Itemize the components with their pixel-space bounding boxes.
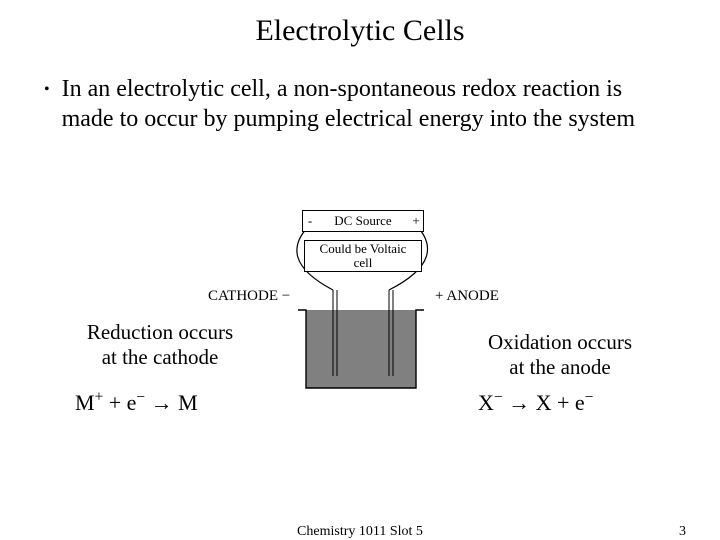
oxidation-line1: Oxidation occurs (460, 330, 660, 355)
voltaic-line1: Could be Voltaic (320, 242, 407, 256)
reduction-text: Reduction occurs at the cathode (60, 320, 260, 370)
page-title: Electrolytic Cells (0, 0, 720, 48)
cathode-label: CATHODE − (208, 288, 290, 305)
dc-source-label: DC Source (317, 213, 409, 229)
anode-equation: X− → X + e− (478, 390, 678, 416)
diagram-area: - DC Source + Could be Voltaic cell CATH… (0, 210, 720, 480)
cathode-equation: M+ + e− → M (75, 390, 275, 416)
dc-plus: + (409, 213, 423, 229)
bullet-item: • In an electrolytic cell, a non-spontan… (0, 48, 720, 134)
bullet-text: In an electrolytic cell, a non-spontaneo… (62, 74, 676, 134)
beaker (298, 310, 424, 388)
footer-center: Chemistry 1011 Slot 5 (0, 524, 720, 540)
reduction-line2: at the cathode (60, 345, 260, 370)
bullet-marker: • (44, 74, 62, 104)
page-number: 3 (679, 524, 686, 540)
dc-minus: - (303, 213, 317, 229)
dc-source-box: - DC Source + (302, 210, 424, 232)
oxidation-text: Oxidation occurs at the anode (460, 330, 660, 380)
anode-label: + ANODE (435, 288, 499, 305)
voltaic-note-box: Could be Voltaic cell (304, 240, 422, 272)
reduction-line1: Reduction occurs (60, 320, 260, 345)
voltaic-line2: cell (320, 256, 407, 270)
oxidation-line2: at the anode (460, 355, 660, 380)
